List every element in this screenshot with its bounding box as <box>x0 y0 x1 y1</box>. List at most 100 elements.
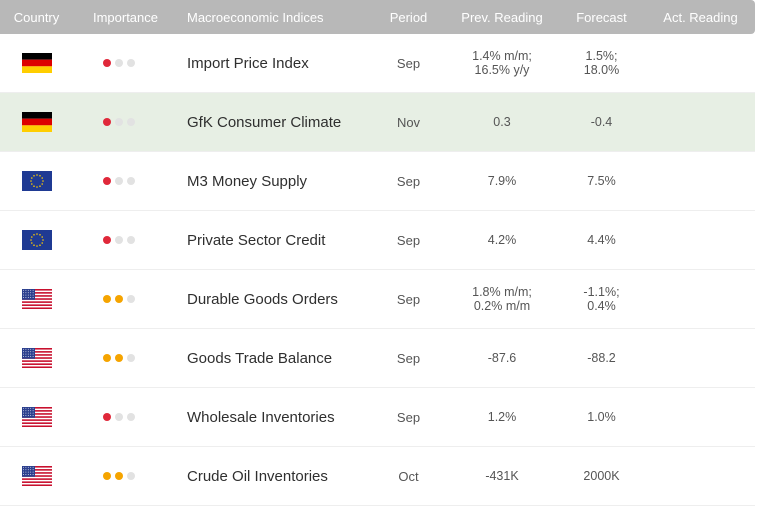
table-row[interactable]: Private Sector Credit Sep 4.2% 4.4% <box>0 211 755 270</box>
indicator-name[interactable]: Crude Oil Inventories <box>187 467 328 485</box>
country-cell <box>0 230 73 250</box>
header-forecast[interactable]: Forecast <box>576 9 627 25</box>
indicator-name[interactable]: Import Price Index <box>187 54 309 72</box>
importance-indicator <box>73 354 178 362</box>
header-importance[interactable]: Importance <box>92 9 159 25</box>
forecast: -1.1%; 0.4% <box>557 285 646 313</box>
importance-dot <box>114 472 123 480</box>
table-row[interactable]: Goods Trade Balance Sep -87.6 -88.2 <box>0 329 755 388</box>
indicator-name[interactable]: GfK Consumer Climate <box>187 113 342 131</box>
germany-flag-icon <box>0 53 73 73</box>
importance-cell <box>73 413 178 421</box>
header-actual-reading[interactable]: Act. Reading <box>663 9 738 25</box>
prev-reading: 4.2% <box>447 233 557 247</box>
indicator-name[interactable]: Wholesale Inventories <box>187 408 335 426</box>
importance-indicator <box>73 59 178 67</box>
forecast: -0.4 <box>557 115 646 129</box>
forecast-line: 2000K <box>583 469 620 483</box>
forecast-line: 1.5%; <box>585 49 618 63</box>
forecast-line: -88.2 <box>587 351 616 365</box>
period-cell: Oct <box>398 468 419 484</box>
importance-cell <box>73 295 178 303</box>
table-row[interactable]: GfK Consumer Climate Nov 0.3 -0.4 <box>0 93 755 152</box>
table-row[interactable]: M3 Money Supply Sep 7.9% 7.5% <box>0 152 755 211</box>
prev-reading: 1.8% m/m; 0.2% m/m <box>447 285 557 313</box>
importance-indicator <box>73 236 178 244</box>
importance-cell <box>73 59 178 67</box>
importance-dot <box>114 354 123 362</box>
forecast: 7.5% <box>557 174 646 188</box>
period-cell: Sep <box>396 173 421 189</box>
prev-reading-line: 1.2% <box>487 410 517 424</box>
importance-cell <box>73 236 178 244</box>
period-cell: Sep <box>396 55 421 71</box>
importance-dot <box>114 118 123 126</box>
forecast-line: 18.0% <box>583 63 620 77</box>
indicator-name[interactable]: Goods Trade Balance <box>187 349 333 367</box>
forecast-line: -0.4 <box>590 115 613 129</box>
period-cell: Nov <box>396 114 421 130</box>
period-cell: Sep <box>396 232 421 248</box>
header-indices[interactable]: Macroeconomic Indices <box>187 9 324 25</box>
importance-dot <box>126 236 135 244</box>
importance-cell <box>73 472 178 480</box>
forecast-line: 7.5% <box>587 174 616 188</box>
prev-reading-line: 0.3 <box>493 115 511 129</box>
prev-reading: -431K <box>447 469 557 483</box>
importance-indicator <box>73 295 178 303</box>
country-cell <box>0 112 73 132</box>
forecast: 2000K <box>557 469 646 483</box>
importance-cell <box>73 354 178 362</box>
importance-dot <box>126 59 135 67</box>
us-flag-icon <box>0 407 73 427</box>
period-cell: Sep <box>396 409 421 425</box>
importance-dot <box>126 472 135 480</box>
indicator-name[interactable]: Durable Goods Orders <box>187 290 338 308</box>
prev-reading: -87.6 <box>447 351 557 365</box>
table-row[interactable]: Durable Goods Orders Sep 1.8% m/m; 0.2% m/m… <box>0 270 755 329</box>
table-body: Import Price Index Sep 1.4% m/m; 16.5% y/y 1… <box>0 34 755 506</box>
importance-cell <box>73 177 178 185</box>
importance-dot <box>102 413 111 421</box>
indicator-name[interactable]: Private Sector Credit <box>187 231 326 249</box>
importance-dot <box>114 177 123 185</box>
importance-dot <box>126 177 135 185</box>
importance-dot <box>102 295 111 303</box>
importance-dot <box>102 354 111 362</box>
importance-dot <box>114 295 123 303</box>
period-cell: Sep <box>396 291 421 307</box>
table-row[interactable]: Import Price Index Sep 1.4% m/m; 16.5% y/y 1… <box>0 34 755 93</box>
prev-reading-line: 7.9% <box>487 174 517 188</box>
forecast: 1.5%; 18.0% <box>557 49 646 77</box>
header-country[interactable]: Country <box>13 9 60 25</box>
prev-reading-line: -87.6 <box>487 351 517 365</box>
country-cell <box>0 466 73 486</box>
header-prev-reading[interactable]: Prev. Reading <box>461 9 543 25</box>
table-header: Country Importance Macroeconomic Indices… <box>0 0 755 34</box>
eu-flag-icon <box>0 171 73 191</box>
table-row[interactable]: Crude Oil Inventories Oct -431K 2000K <box>0 447 755 506</box>
importance-indicator <box>73 177 178 185</box>
importance-dot <box>114 413 123 421</box>
indicator-name[interactable]: M3 Money Supply <box>187 172 308 190</box>
forecast-line: 0.4% <box>587 299 616 313</box>
importance-dot <box>126 354 135 362</box>
importance-indicator <box>73 118 178 126</box>
importance-dot <box>126 118 135 126</box>
country-cell <box>0 171 73 191</box>
prev-reading: 0.3 <box>447 115 557 129</box>
germany-flag-icon <box>0 112 73 132</box>
importance-indicator <box>73 472 178 480</box>
header-period[interactable]: Period <box>389 9 428 25</box>
importance-dot <box>114 59 123 67</box>
importance-dot <box>102 236 111 244</box>
prev-reading-line: 16.5% y/y <box>474 63 530 77</box>
prev-reading: 7.9% <box>447 174 557 188</box>
eu-flag-icon <box>0 230 73 250</box>
prev-reading: 1.4% m/m; 16.5% y/y <box>447 49 557 77</box>
prev-reading-line: 0.2% m/m <box>473 299 531 313</box>
forecast: 4.4% <box>557 233 646 247</box>
table-row[interactable]: Wholesale Inventories Sep 1.2% 1.0% <box>0 388 755 447</box>
period-cell: Sep <box>396 350 421 366</box>
